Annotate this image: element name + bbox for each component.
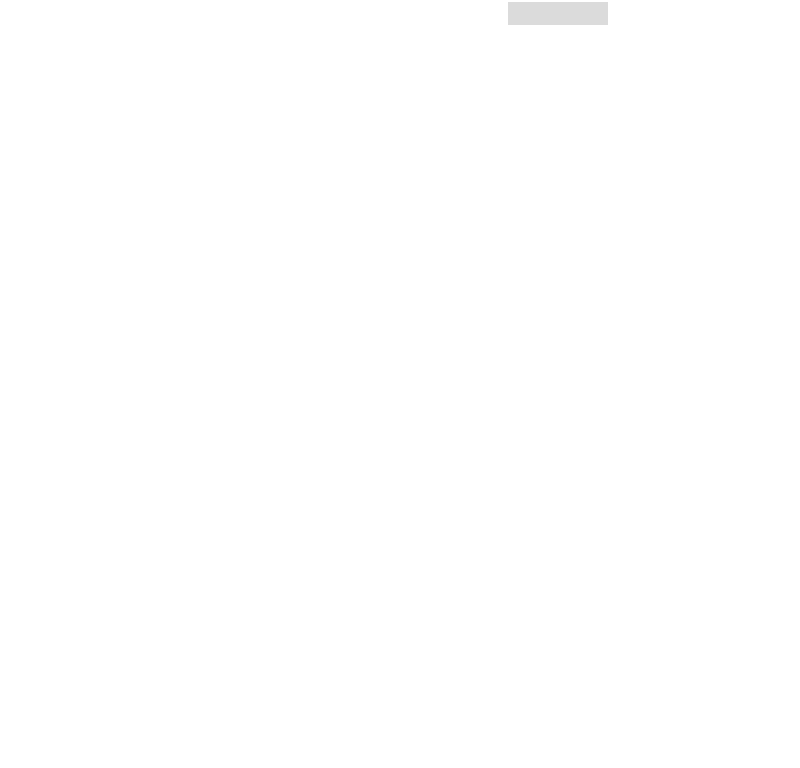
group-header-azimuth (698, 2, 788, 13)
group-header-channel (390, 2, 468, 13)
radar-chart (24, 78, 292, 346)
group-header-signal (508, 2, 608, 14)
spectrum-chart (0, 602, 800, 768)
search-criteria (24, 384, 292, 392)
col-header-realvirt (390, 13, 468, 24)
col-header-path (608, 13, 654, 24)
col-header-callsign (318, 13, 390, 24)
col-header-netwk (468, 13, 508, 24)
table-column-header-row (302, 13, 788, 25)
col-header-nm (508, 13, 552, 25)
group-header-dist (654, 2, 698, 13)
table-group-header-row (302, 2, 788, 14)
col-header-truemagn (698, 13, 788, 24)
signal-table (302, 2, 788, 25)
col-header-miles (654, 13, 698, 24)
col-header-pwr (552, 13, 608, 25)
